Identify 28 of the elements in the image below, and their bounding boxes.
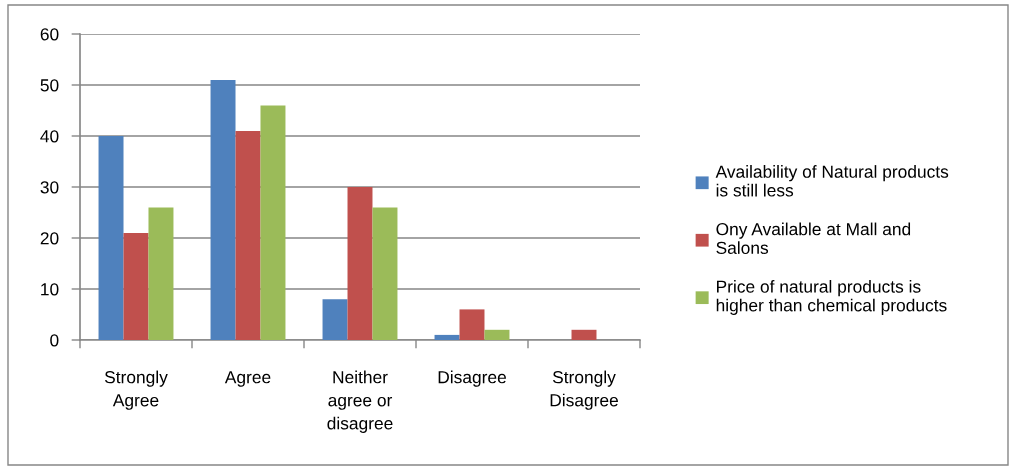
y-tick-label: 10 [41,283,59,296]
legend-label: Price of natural products is higher than chemical products [716,280,947,315]
bar [210,79,236,340]
legend-label: Ony Available at Mall and Salons [716,222,911,255]
x-tick-label: Disagree [438,370,506,387]
bar [347,187,373,340]
y-tick-label: 50 [40,79,59,92]
y-tick-label: 30 [40,181,59,194]
bar [235,130,261,340]
x-tick-label: Neither agree or disagree [327,370,393,433]
y-tick-label: 40 [40,130,59,143]
bar [148,207,174,340]
bar [459,309,485,340]
y-tick-label: 20 [40,232,59,245]
bar [322,299,348,340]
x-tick-label: Agree [224,371,271,387]
legend-label: Availability of Natural products is still less [715,165,949,197]
bar [260,105,286,340]
bar [571,329,597,340]
y-tick-label: 0 [50,334,59,347]
bar [484,329,510,340]
bar [372,207,398,340]
bar [434,334,460,340]
x-tick-label: Strongly Agree [104,370,168,410]
x-tick-label: Strongly Disagree [550,370,618,410]
bar [98,136,124,340]
bar [123,232,149,340]
y-tick-label: 60 [40,28,59,41]
